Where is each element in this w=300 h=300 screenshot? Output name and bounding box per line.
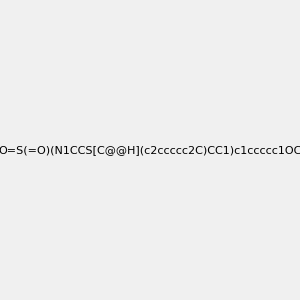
- Text: O=S(=O)(N1CCS[C@@H](c2ccccc2C)CC1)c1ccccc1OC: O=S(=O)(N1CCS[C@@H](c2ccccc2C)CC1)c1cccc…: [0, 145, 300, 155]
